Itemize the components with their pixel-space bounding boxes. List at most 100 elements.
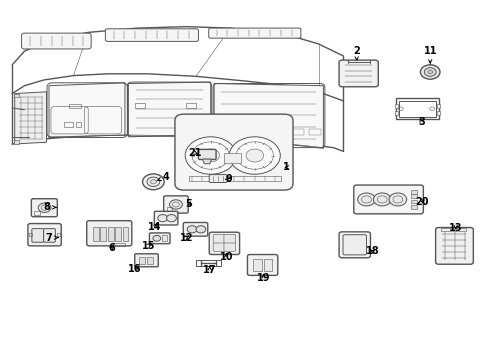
Text: 8: 8 bbox=[43, 202, 56, 212]
Bar bbox=[34, 211, 40, 215]
Text: 13: 13 bbox=[449, 222, 463, 233]
Circle shape bbox=[373, 193, 391, 206]
FancyBboxPatch shape bbox=[154, 211, 178, 225]
Text: 12: 12 bbox=[179, 233, 193, 243]
Bar bbox=[162, 235, 167, 241]
Text: 11: 11 bbox=[423, 46, 437, 63]
Circle shape bbox=[246, 149, 264, 162]
Bar bbox=[437, 111, 440, 115]
Circle shape bbox=[229, 137, 280, 174]
Bar bbox=[411, 190, 417, 194]
Circle shape bbox=[187, 226, 197, 233]
Circle shape bbox=[167, 215, 176, 222]
Bar bbox=[240, 129, 252, 135]
Circle shape bbox=[153, 235, 161, 241]
Circle shape bbox=[150, 180, 156, 184]
FancyBboxPatch shape bbox=[213, 234, 225, 243]
Circle shape bbox=[38, 203, 51, 212]
Text: 1: 1 bbox=[283, 162, 290, 172]
Circle shape bbox=[143, 174, 164, 190]
Bar bbox=[411, 200, 417, 203]
Circle shape bbox=[424, 68, 436, 76]
Bar bbox=[223, 129, 235, 135]
Bar bbox=[14, 140, 19, 144]
FancyBboxPatch shape bbox=[175, 114, 293, 190]
Bar bbox=[115, 227, 121, 241]
Bar bbox=[257, 129, 270, 135]
Bar bbox=[135, 103, 145, 108]
Bar bbox=[147, 257, 153, 264]
FancyBboxPatch shape bbox=[224, 234, 236, 243]
Text: 10: 10 bbox=[220, 252, 233, 262]
Circle shape bbox=[185, 137, 236, 174]
Bar bbox=[29, 233, 32, 236]
Bar bbox=[437, 104, 440, 108]
Bar bbox=[399, 101, 436, 117]
Text: 14: 14 bbox=[147, 222, 161, 232]
Bar bbox=[411, 205, 417, 209]
FancyBboxPatch shape bbox=[224, 243, 236, 251]
FancyBboxPatch shape bbox=[149, 233, 170, 244]
Text: 7: 7 bbox=[46, 233, 58, 243]
Text: 9: 9 bbox=[225, 174, 232, 184]
FancyBboxPatch shape bbox=[339, 232, 370, 258]
FancyBboxPatch shape bbox=[354, 185, 423, 214]
FancyBboxPatch shape bbox=[28, 224, 61, 246]
Bar bbox=[69, 104, 81, 108]
Bar bbox=[122, 227, 128, 241]
Bar bbox=[396, 98, 439, 119]
Polygon shape bbox=[214, 84, 323, 148]
FancyBboxPatch shape bbox=[44, 229, 55, 242]
FancyBboxPatch shape bbox=[31, 199, 57, 217]
Text: 3: 3 bbox=[418, 117, 425, 127]
Bar bbox=[14, 94, 19, 97]
Polygon shape bbox=[202, 159, 212, 164]
Bar bbox=[292, 129, 304, 135]
Bar bbox=[264, 259, 272, 271]
FancyBboxPatch shape bbox=[209, 175, 227, 183]
Circle shape bbox=[170, 200, 182, 209]
FancyBboxPatch shape bbox=[87, 221, 132, 246]
FancyBboxPatch shape bbox=[209, 28, 301, 38]
Bar bbox=[253, 259, 262, 271]
Bar bbox=[395, 111, 398, 115]
FancyBboxPatch shape bbox=[213, 243, 225, 251]
Bar bbox=[167, 207, 172, 211]
Text: 6: 6 bbox=[108, 243, 115, 253]
FancyBboxPatch shape bbox=[164, 196, 188, 213]
Bar bbox=[64, 122, 73, 127]
FancyBboxPatch shape bbox=[247, 255, 278, 275]
Bar bbox=[309, 129, 321, 135]
Bar bbox=[93, 227, 99, 241]
Text: 16: 16 bbox=[128, 264, 142, 274]
Circle shape bbox=[389, 193, 407, 206]
Bar bbox=[108, 227, 114, 241]
Circle shape bbox=[358, 193, 375, 206]
Polygon shape bbox=[128, 82, 211, 137]
FancyBboxPatch shape bbox=[436, 228, 473, 264]
Text: 4: 4 bbox=[157, 172, 169, 182]
Bar bbox=[76, 122, 81, 127]
Bar bbox=[100, 227, 106, 241]
FancyBboxPatch shape bbox=[198, 149, 216, 159]
Text: 19: 19 bbox=[257, 273, 270, 283]
FancyBboxPatch shape bbox=[32, 229, 44, 242]
Text: 17: 17 bbox=[203, 265, 217, 275]
Bar bbox=[441, 228, 466, 231]
Bar bbox=[139, 257, 145, 264]
Text: 15: 15 bbox=[142, 240, 155, 251]
Circle shape bbox=[420, 65, 440, 79]
Circle shape bbox=[202, 149, 220, 162]
Bar bbox=[274, 129, 287, 135]
Circle shape bbox=[428, 70, 433, 74]
Circle shape bbox=[158, 215, 168, 222]
Circle shape bbox=[196, 226, 206, 233]
Bar bbox=[57, 233, 60, 236]
Bar bbox=[186, 103, 196, 108]
FancyBboxPatch shape bbox=[22, 33, 91, 49]
Text: 18: 18 bbox=[366, 246, 379, 256]
FancyBboxPatch shape bbox=[135, 254, 158, 267]
Polygon shape bbox=[15, 92, 47, 144]
Bar bbox=[395, 104, 398, 108]
Bar bbox=[196, 260, 220, 266]
